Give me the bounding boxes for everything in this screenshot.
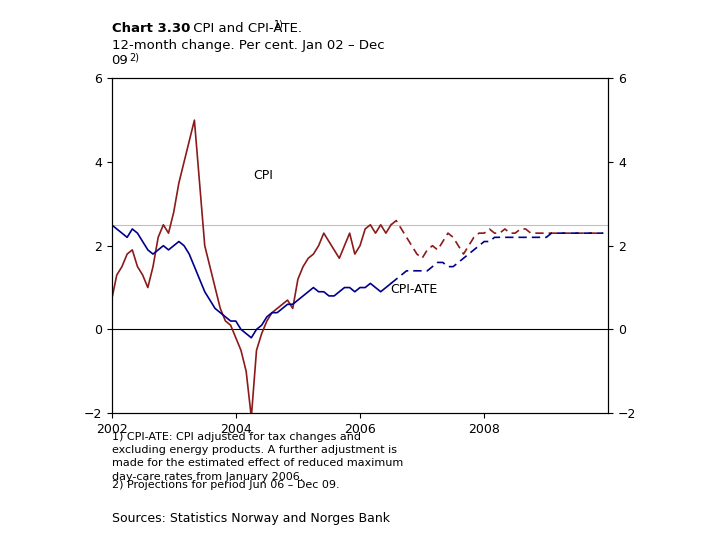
Text: Chart 3.30: Chart 3.30 — [112, 22, 190, 35]
Text: 1) CPI-ATE: CPI adjusted for tax changes and
excluding energy products. A furthe: 1) CPI-ATE: CPI adjusted for tax changes… — [112, 432, 403, 482]
Text: Sources: Statistics Norway and Norges Bank: Sources: Statistics Norway and Norges Ba… — [112, 512, 390, 525]
Text: 2): 2) — [129, 53, 139, 63]
Text: CPI and CPI-ATE.: CPI and CPI-ATE. — [189, 22, 302, 35]
Text: CPI-ATE: CPI-ATE — [390, 282, 437, 295]
Text: CPI: CPI — [253, 168, 273, 182]
Text: 12-month change. Per cent. Jan 02 – Dec: 12-month change. Per cent. Jan 02 – Dec — [112, 39, 384, 52]
Text: 09: 09 — [112, 54, 128, 67]
Text: 2) Projections for period Jun 06 – Dec 09.: 2) Projections for period Jun 06 – Dec 0… — [112, 480, 339, 490]
Text: 1): 1) — [274, 20, 284, 30]
